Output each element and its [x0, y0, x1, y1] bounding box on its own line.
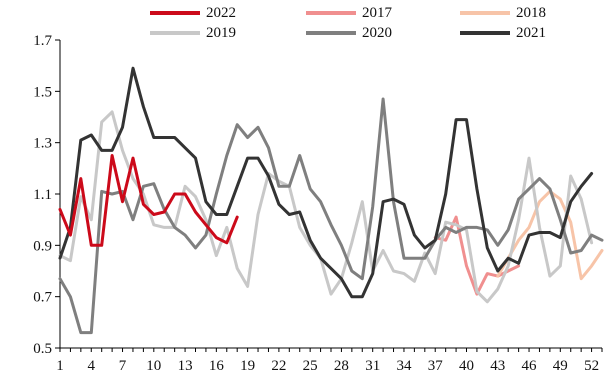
legend-label-2018: 2018: [516, 4, 546, 21]
legend-label-2019: 2019: [206, 24, 236, 41]
legend-item-2022: 2022: [150, 4, 236, 22]
legend-item-2020: 2020: [306, 24, 392, 42]
series-line-2019: [58, 110, 594, 304]
x-tick-label: 49: [553, 358, 568, 374]
y-tick-label: 0.9: [33, 238, 52, 254]
legend-swatch-2021: [460, 31, 510, 35]
legend-label-2022: 2022: [206, 4, 236, 21]
x-tick-label: 28: [334, 358, 349, 374]
legend-item-2019: 2019: [150, 24, 236, 42]
x-tick-label: 10: [146, 358, 161, 374]
x-tick-label: 34: [396, 358, 412, 374]
legend-swatch-2019: [150, 31, 200, 35]
series-line-2021: [58, 66, 594, 299]
legend-label-2021: 2021: [516, 24, 546, 41]
y-tick-label: 1.5: [33, 84, 52, 100]
legend-item-2021: 2021: [460, 24, 546, 42]
y-tick-label: 1.7: [33, 33, 52, 49]
x-tick-label: 31: [365, 358, 380, 374]
x-tick-label: 43: [490, 358, 505, 374]
series-line-2022: [58, 154, 239, 247]
x-tick-label: 40: [459, 358, 474, 374]
x-tick-label: 46: [522, 358, 538, 374]
y-tick-label: 1.3: [33, 136, 52, 152]
legend-label-2020: 2020: [362, 24, 392, 41]
y-tick-label: 0.5: [33, 341, 52, 357]
legend-swatch-2022: [150, 11, 200, 15]
series-line-2018: [496, 189, 604, 281]
x-tick-label: 19: [240, 358, 255, 374]
legend-item-2018: 2018: [460, 4, 546, 22]
legend-swatch-2020: [306, 31, 356, 35]
x-tick-label: 52: [584, 358, 599, 374]
legend-swatch-2018: [460, 11, 510, 15]
x-tick-label: 25: [303, 358, 318, 374]
x-tick-label: 22: [271, 358, 286, 374]
x-tick-label: 1: [56, 358, 64, 374]
legend-item-2017: 2017: [306, 4, 392, 22]
x-tick-label: 13: [178, 358, 193, 374]
x-tick-label: 7: [119, 358, 127, 374]
legend-swatch-2017: [306, 11, 356, 15]
x-tick-label: 37: [428, 358, 444, 374]
legend-label-2017: 2017: [362, 4, 392, 21]
y-tick-label: 0.7: [33, 290, 52, 306]
x-tick-label: 4: [88, 358, 96, 374]
y-tick-label: 1.1: [33, 187, 52, 203]
series-line-2020: [58, 97, 604, 335]
x-tick-label: 16: [209, 358, 225, 374]
